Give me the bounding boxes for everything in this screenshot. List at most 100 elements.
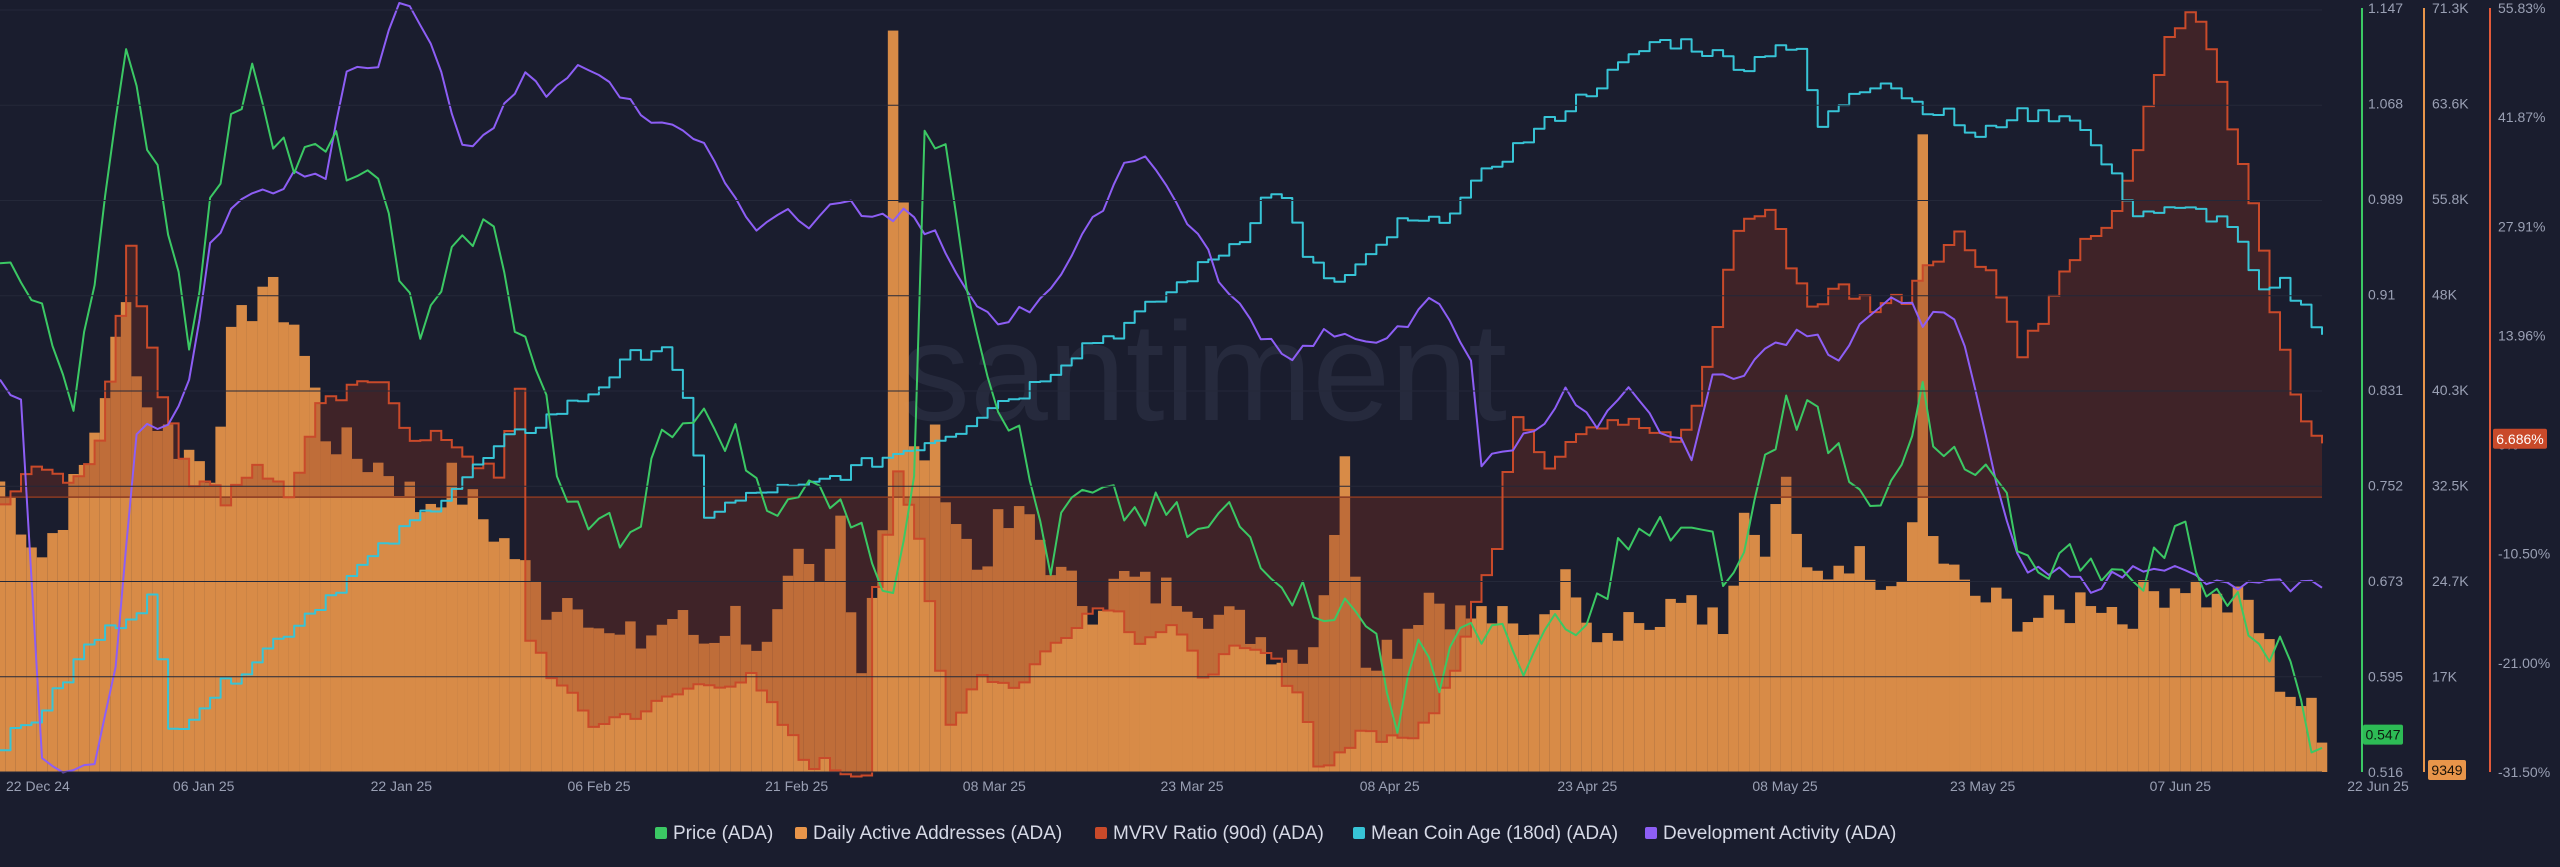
price-tick-label: 0.516 (2368, 764, 2403, 780)
daa-bar (2285, 696, 2296, 772)
daa-bar (1738, 512, 1750, 772)
daa-bar (1402, 628, 1414, 772)
daa-bar (1833, 565, 1844, 772)
x-tick-label: 22 Dec 24 (6, 778, 70, 794)
daa-bar (1455, 605, 1466, 772)
daa-bar (2253, 633, 2265, 772)
price-current-badge-bg (2363, 724, 2403, 745)
daa-bar (1539, 614, 1550, 772)
daa-bar (404, 481, 416, 772)
x-tick-label: 07 Jun 25 (2150, 778, 2212, 794)
daa-bar (1581, 622, 1592, 772)
daa-bar (1644, 629, 1655, 772)
daa-bar (1970, 595, 1981, 772)
daa-bar (309, 387, 321, 772)
daa-bar (1224, 606, 1235, 772)
daa-bar (1045, 575, 1056, 772)
daa-bar (761, 641, 773, 772)
daa-bar (1980, 602, 1992, 772)
daa-bar (992, 509, 1004, 772)
daa-bar (1707, 607, 1718, 772)
daa-bar (625, 621, 636, 772)
daa-bar (572, 609, 584, 772)
legend-item[interactable]: Mean Coin Age (180d) (ADA) (1353, 823, 1618, 844)
legend-item[interactable]: MVRV Ratio (90d) (ADA) (1095, 823, 1324, 844)
daa-bar (2022, 622, 2034, 772)
daa-bar (520, 560, 531, 772)
daa-bar (1791, 533, 1802, 772)
daa-bar (1518, 635, 1529, 772)
daa-bar (740, 644, 752, 772)
daa-bar (68, 474, 79, 772)
daa-bar (772, 609, 783, 772)
daa-bar (1801, 567, 1813, 772)
legend-swatch (655, 827, 667, 839)
legend-label: Price (ADA) (673, 823, 773, 844)
legend-swatch (1645, 827, 1657, 839)
daa-bar (1991, 587, 2002, 772)
daa-bar (719, 635, 731, 772)
daa-tick-label: 24.7K (2432, 573, 2469, 589)
daa-bar (1854, 546, 1865, 772)
daa-bar (961, 538, 972, 772)
price-tick-label: 1.068 (2368, 96, 2403, 112)
daa-bar (509, 559, 521, 772)
x-tick-label: 06 Feb 25 (567, 778, 630, 794)
daa-bar (26, 547, 37, 772)
daa-bar (1885, 586, 1897, 772)
daa-bar (162, 424, 174, 772)
legend-item[interactable]: Price (ADA) (655, 823, 773, 844)
daa-bar (1055, 566, 1067, 772)
daa-bar (583, 627, 594, 772)
x-tick-label: 23 May 25 (1950, 778, 2016, 794)
mvrv-tick-label: 55.83% (2498, 0, 2545, 16)
daa-bar (919, 460, 930, 772)
daa-bar (383, 476, 395, 772)
daa-current-badge: 9349 (2431, 762, 2462, 778)
daa-bar (1927, 536, 1939, 772)
x-tick-label: 06 Jan 25 (173, 778, 235, 794)
legend-swatch (1095, 827, 1107, 839)
daa-bar (782, 575, 794, 772)
daa-tick-label: 17K (2432, 669, 2458, 685)
daa-bar (793, 548, 804, 772)
daa-bar (351, 458, 363, 772)
daa-bar (478, 519, 489, 772)
legend-swatch (795, 827, 807, 839)
daa-bar (1528, 634, 1540, 772)
legend-item[interactable]: Development Activity (ADA) (1645, 823, 1896, 844)
x-tick-label: 22 Jan 25 (371, 778, 433, 794)
legend-label: MVRV Ratio (90d) (ADA) (1113, 823, 1324, 844)
daa-bar (2169, 588, 2181, 772)
mvrv-tick-label: 41.87% (2498, 109, 2545, 125)
daa-bar (1917, 134, 1928, 772)
mvrv-line (0, 11, 2323, 778)
daa-tick-label: 63.6K (2432, 96, 2469, 112)
mvrv-tick-label: 27.91% (2498, 218, 2545, 234)
daa-bar (2138, 580, 2149, 772)
daa-bar (1728, 585, 1739, 772)
daa-bar (1749, 534, 1760, 772)
x-tick-label: 23 Mar 25 (1160, 778, 1223, 794)
daa-bar (457, 504, 468, 772)
daa-bar (887, 30, 899, 772)
legend[interactable]: Price (ADA) Daily Active Addresses (ADA) M… (655, 823, 1896, 844)
daa-bar (0, 481, 6, 772)
daa-bar (604, 633, 615, 772)
daa-bar (1150, 603, 1161, 772)
x-tick-label: 22 Jun 25 (2347, 778, 2409, 794)
daa-bar (1203, 628, 1214, 772)
daa-bar (330, 454, 342, 772)
daa-bar (2106, 606, 2118, 772)
daa-bar (730, 605, 741, 772)
daa-bar (1780, 476, 1792, 772)
daa-bar (278, 322, 289, 772)
daa-bar (1770, 504, 1781, 772)
legend-item[interactable]: Daily Active Addresses (ADA) (795, 823, 1062, 844)
daa-bar (1266, 664, 1277, 772)
price-tick-label: 1.147 (2368, 0, 2403, 16)
daa-bar (2127, 628, 2139, 772)
daa-bar (1118, 570, 1130, 772)
daa-bar (2232, 586, 2244, 772)
